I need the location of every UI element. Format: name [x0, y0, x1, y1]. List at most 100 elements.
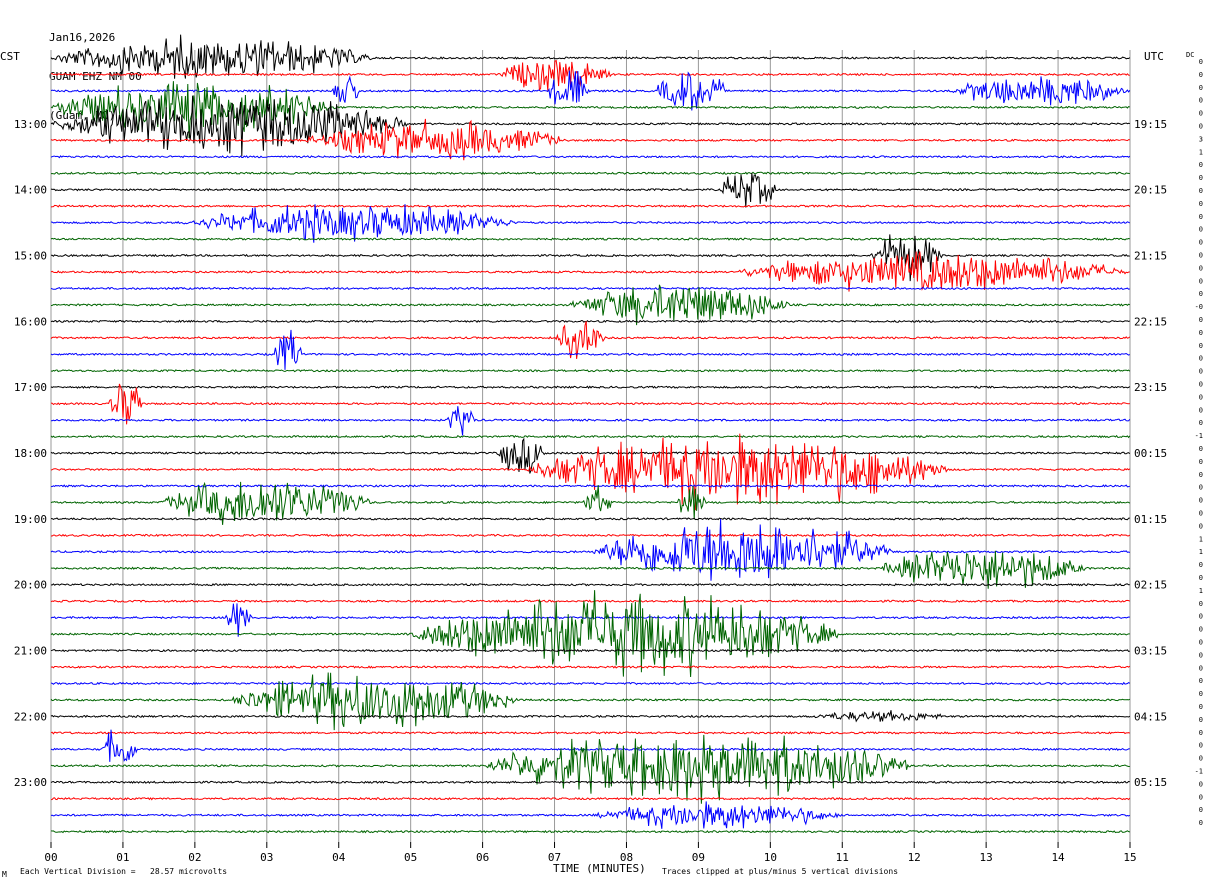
x-tick-label: 10 — [764, 851, 777, 864]
left-hour-label: 22:00 — [14, 710, 47, 723]
dc-offset-value: 0 — [1199, 123, 1203, 131]
left-hour-labels: 13:00 14:00 15:00 16:00 17:00 18:00 19:00 20:00… — [14, 118, 47, 789]
trace-row-38 — [50, 681, 1131, 686]
dc-offset-value: 0 — [1199, 445, 1203, 453]
right-hour-label: 05:15 — [1134, 776, 1167, 789]
x-tick-label: 12 — [908, 851, 921, 864]
dc-offset-value: 0 — [1199, 600, 1203, 608]
dc-offset-value: 0 — [1199, 497, 1203, 505]
x-tick-label: 02 — [188, 851, 201, 864]
trace-row-36 — [50, 648, 1130, 653]
trace-row-1 — [50, 59, 1130, 92]
trace-row-3 — [50, 81, 1130, 139]
trace-row-21 — [50, 383, 1130, 425]
trace-row-18 — [50, 329, 1130, 370]
dc-offset-value: 0 — [1199, 264, 1203, 272]
trace-row-19 — [50, 368, 1131, 373]
right-hour-label: 03:15 — [1134, 645, 1167, 658]
trace-row-7 — [50, 171, 1130, 175]
trace-row-24 — [50, 437, 1131, 474]
dc-offset-value: 0 — [1199, 213, 1203, 221]
dc-offset-value: 0 — [1199, 355, 1203, 363]
left-hour-label: 15:00 — [14, 250, 47, 263]
left-hour-label: 16:00 — [14, 315, 47, 328]
dc-offset-value: 1 — [1199, 587, 1203, 595]
trace-row-14 — [50, 286, 1130, 291]
footer-left-mark: M — [2, 870, 7, 879]
right-hour-label: 21:15 — [1134, 250, 1167, 263]
trace-row-35 — [50, 590, 1130, 678]
trace-row-11 — [50, 237, 1130, 241]
trace-row-34 — [50, 603, 1130, 637]
trace-row-16 — [50, 319, 1130, 324]
dc-offset-value: 0 — [1199, 393, 1203, 401]
dc-offset-value: 0 — [1199, 97, 1203, 105]
trace-row-15 — [50, 284, 1131, 326]
dc-offset-value: 0 — [1199, 187, 1203, 195]
trace-row-31 — [50, 550, 1131, 589]
trace-row-2 — [50, 70, 1131, 111]
trace-row-41 — [50, 731, 1130, 735]
dc-offset-value: 0 — [1199, 471, 1203, 479]
right-hour-label: 04:15 — [1134, 710, 1167, 723]
dc-offset-value: 0 — [1199, 58, 1203, 66]
minute-grid — [50, 50, 1131, 842]
left-hour-label: 17:00 — [14, 381, 47, 394]
trace-row-47 — [50, 829, 1130, 834]
dc-offset-value: 1 — [1199, 548, 1203, 556]
right-timezone-label: UTC — [1144, 50, 1164, 63]
x-axis-ticks: 00 01 02 03 04 05 06 07 08 09 10 11 12 13 14 15 — [44, 842, 1137, 864]
trace-row-27 — [50, 481, 1131, 525]
x-tick-label: 07 — [548, 851, 561, 864]
x-tick-label: 04 — [332, 851, 346, 864]
trace-row-37 — [50, 665, 1131, 669]
dc-offset-value: 0 — [1199, 71, 1203, 79]
x-tick-label: 03 — [260, 851, 273, 864]
dc-offset-value: 0 — [1199, 381, 1203, 389]
dc-offset-value: 0 — [1199, 780, 1203, 788]
dc-offset-value: 0 — [1199, 716, 1203, 724]
left-timezone-label: CST — [0, 50, 20, 63]
dc-offset-value: 0 — [1199, 806, 1203, 814]
trace-row-39 — [50, 672, 1131, 731]
dc-offset-value: 3 — [1199, 135, 1203, 143]
dc-offset-value: 0 — [1199, 574, 1203, 582]
trace-row-5 — [50, 118, 1130, 161]
trace-row-12 — [51, 234, 1130, 282]
x-tick-label: 09 — [692, 851, 705, 864]
trace-row-22 — [51, 406, 1131, 436]
x-tick-label: 01 — [116, 851, 129, 864]
dc-offset-value: 0 — [1199, 84, 1203, 92]
trace-row-8 — [50, 172, 1130, 208]
right-hour-label: 00:15 — [1134, 447, 1167, 460]
x-tick-label: 06 — [476, 851, 489, 864]
dc-offset-value: 0 — [1199, 329, 1203, 337]
x-tick-label: 05 — [404, 851, 417, 864]
dc-offset-value: 0 — [1199, 510, 1203, 518]
dc-offset-value: 0 — [1199, 484, 1203, 492]
trace-row-30 — [50, 518, 1130, 581]
x-axis-title: TIME (MINUTES) — [553, 862, 646, 875]
trace-row-20 — [50, 385, 1131, 390]
right-hour-label: 20:15 — [1134, 184, 1167, 197]
left-hour-label: 20:00 — [14, 579, 47, 592]
dc-offset-value: 0 — [1199, 277, 1203, 285]
trace-row-42 — [50, 729, 1130, 762]
x-tick-label: 08 — [620, 851, 633, 864]
trace-row-40 — [50, 710, 1131, 723]
dc-offset-value: 0 — [1199, 690, 1203, 698]
trace-row-6 — [50, 155, 1131, 159]
dc-offset-value: 0 — [1199, 613, 1203, 621]
right-hour-label: 22:15 — [1134, 315, 1167, 328]
dc-offset-value: 0 — [1199, 755, 1203, 763]
right-hour-label: 02:15 — [1134, 579, 1167, 592]
dc-offset-labels: 0 0 0 0 0 0 3 1 0 0 0 0 0 0 0 0 0 0 0 -0 0 0 0 0 0 0 0 0 0 -1 0 0 0 0 0 0 0 1… — [1195, 58, 1203, 827]
dc-offset-value: 0 — [1199, 406, 1203, 414]
trace-row-43 — [50, 734, 1130, 804]
dc-offset-value: 0 — [1199, 110, 1203, 118]
dc-offset-value: 0 — [1199, 252, 1203, 260]
right-hour-label: 19:15 — [1134, 118, 1167, 131]
trace-row-25 — [50, 433, 1131, 511]
dc-offset-value: 0 — [1199, 239, 1203, 247]
